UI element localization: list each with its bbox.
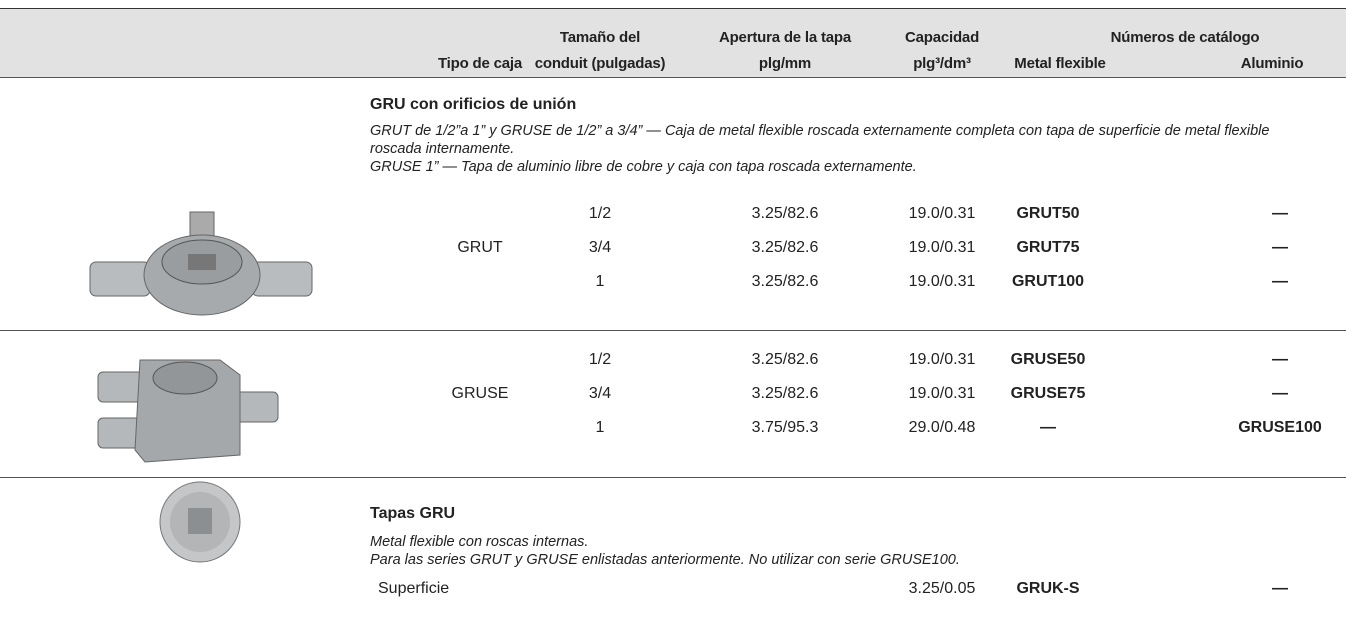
section-title: GRU con orificios de unión [370,96,577,113]
section-title: Tapas GRU [370,505,456,522]
grut-image [89,211,313,316]
capacity: 19.0/0.31 [908,205,976,222]
column-header: Capacidad [904,29,980,46]
catalog-aluminum: — [1272,351,1288,368]
cover-opening: 3.75/95.3 [751,419,819,436]
cover-opening: 3.25/82.6 [751,239,819,256]
divider [0,477,1346,478]
capacity: 3.25/0.05 [908,580,976,597]
catalog-aluminum: — [1272,205,1288,222]
catalog-aluminum: — [1272,385,1288,402]
catalog-metal: GRUT100 [1011,273,1085,290]
column-header: Tamaño del [559,29,641,46]
column-header: plg/mm [758,55,812,72]
catalog-aluminum: — [1272,239,1288,256]
section-description: GRUSE 1” — Tapa de aluminio libre de cob… [370,159,917,175]
catalog-metal: GRUT50 [1016,205,1080,222]
divider [0,330,1346,331]
column-group-header: Números de catálogo [1110,29,1260,46]
capacity: 29.0/0.48 [908,419,976,436]
column-header: Metal flexible [1014,55,1106,72]
catalog-metal: — [1040,419,1056,436]
gruse-image [97,359,279,463]
catalog-metal: GRUSE75 [1010,385,1086,402]
conduit-size: 3/4 [588,385,612,402]
capacity: 19.0/0.31 [908,239,976,256]
catalog-aluminum: — [1272,273,1288,290]
cover-opening: 3.25/82.6 [751,273,819,290]
cover-opening: 3.25/82.6 [751,205,819,222]
row-type: Superficie [378,580,450,597]
section-description: GRUT de 1/2”a 1” y GRUSE de 1/2” a 3/4” … [370,123,1270,157]
catalog-aluminum: — [1272,580,1288,597]
box-type: GRUT [457,239,503,256]
capacity: 19.0/0.31 [908,273,976,290]
catalog-metal: GRUK-S [1016,580,1080,597]
box-type: GRUSE [451,385,509,402]
catalog-metal: GRUSE50 [1010,351,1086,368]
column-header: Aluminio [1240,55,1304,72]
column-header: conduit (pulgadas) [534,55,666,72]
header-bar [0,8,1346,78]
cover-opening: 3.25/82.6 [751,351,819,368]
capacity: 19.0/0.31 [908,385,976,402]
conduit-size: 1/2 [588,205,612,222]
gruk-image [159,481,241,563]
conduit-size: 1 [595,273,605,290]
column-header: Apertura de la tapa [718,29,852,46]
catalog-metal: GRUT75 [1016,239,1080,256]
conduit-size: 3/4 [588,239,612,256]
section-description: Para las series GRUT y GRUSE enlistadas … [370,552,960,568]
cover-opening: 3.25/82.6 [751,385,819,402]
column-header: Tipo de caja [437,55,523,72]
catalog-aluminum: GRUSE100 [1238,419,1322,436]
conduit-size: 1 [595,419,605,436]
conduit-size: 1/2 [588,351,612,368]
capacity: 19.0/0.31 [908,351,976,368]
column-header: plg³/dm³ [913,55,971,72]
section-description: Metal flexible con roscas internas. [370,534,589,550]
